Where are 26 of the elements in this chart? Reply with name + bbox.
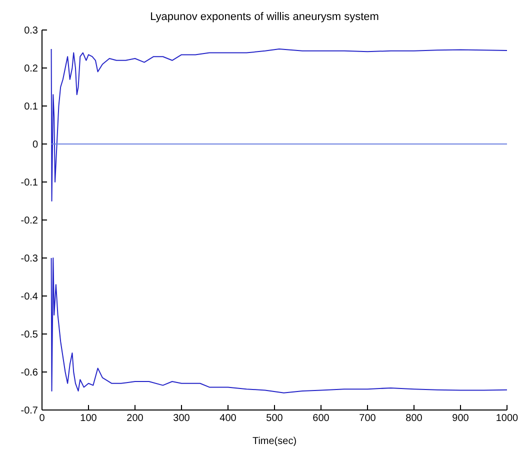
x-tick-label: 600 xyxy=(312,413,330,424)
x-tick-label: 300 xyxy=(173,413,190,424)
y-tick-label: -0.6 xyxy=(20,368,38,379)
y-tick-label: 0 xyxy=(32,140,38,151)
y-tick-label: -0.4 xyxy=(20,292,38,303)
x-tick-label: 900 xyxy=(452,413,470,424)
y-tick-label: -0.2 xyxy=(20,216,38,227)
line-series xyxy=(50,258,507,394)
chart-title: Lyapunov exponents of willis aneurysm system xyxy=(149,10,380,25)
y-tick-label: -0.5 xyxy=(20,330,38,341)
x-tick-label: 200 xyxy=(126,413,144,424)
line-series xyxy=(50,48,507,202)
x-tick-label: 1000 xyxy=(496,413,519,424)
x-tick-label: 500 xyxy=(266,413,284,424)
x-tick-label: 700 xyxy=(359,413,376,424)
y-tick-label: -0.3 xyxy=(20,254,38,265)
x-tick-label: 0 xyxy=(39,413,46,424)
x-tick-label: 100 xyxy=(80,413,98,424)
x-axis-title: Time(sec) xyxy=(252,436,297,447)
y-tick-label: 0.2 xyxy=(24,64,38,75)
y-tick-label: 0.1 xyxy=(24,102,38,113)
x-tick-label: 400 xyxy=(220,413,237,424)
y-tick-label: -0.7 xyxy=(20,406,38,417)
x-tick-label: 800 xyxy=(406,413,423,424)
y-tick-label: -0.1 xyxy=(20,178,38,189)
y-tick-label: 0.3 xyxy=(24,26,38,37)
